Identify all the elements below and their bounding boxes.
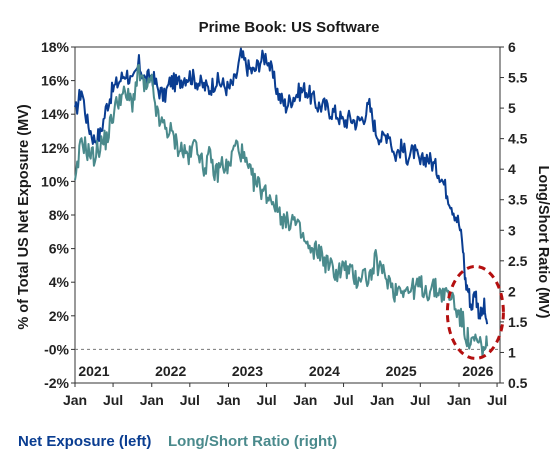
x-year-label: 2022 [155,363,186,379]
left-tick-label: 16% [41,73,70,89]
right-tick-label: 2.5 [508,253,528,269]
x-month-label: Jul [487,392,507,408]
x-year-label: 2023 [232,363,263,379]
left-tick-label: 6% [49,241,70,257]
x-month-label: Jul [410,392,430,408]
legend-net-exposure: Net Exposure (left) [18,433,151,450]
right-axis-ticks: 0.5 1 1.5 2 2.5 3 3.5 4 4.5 5 5.5 6 [500,39,528,391]
left-axis-title: % of Total US Net Exposure (MV) [16,104,32,329]
x-year-label: 2025 [386,363,417,379]
annotation-ellipse [445,264,505,360]
x-month-label: Jul [256,392,276,408]
x-month-label: Jan [216,392,240,408]
left-tick-label: 8% [49,207,70,223]
long-short-ratio-line [74,63,489,358]
legend-long-short-ratio: Long/Short Ratio (right) [168,433,337,450]
net-exposure-line [74,47,489,325]
left-tick-label: 10% [41,173,70,189]
right-tick-label: 5.5 [508,70,528,86]
left-tick-label: 2% [49,308,70,324]
chart-title: Prime Book: US Software [199,19,380,36]
left-tick-label: 14% [41,106,70,122]
x-year-label: 2021 [78,363,109,379]
x-year-label: 2026 [462,363,493,379]
left-tick-label: -2% [44,375,69,391]
x-month-label: Jan [293,392,317,408]
x-axis-ticks: Jan Jul Jan Jul Jan Jul Jan Jul Jan Jul Jan Jul 2021… [63,363,507,408]
right-tick-label: 6 [508,39,516,55]
right-tick-label: 1 [508,344,516,360]
right-axis-title: Long/Short Ratio (MV) [535,165,551,318]
left-tick-label: 4% [49,274,70,290]
right-tick-label: 4.5 [508,131,528,147]
right-tick-label: 2 [508,283,516,299]
right-tick-label: 3.5 [508,192,528,208]
x-month-label: Jan [140,392,164,408]
left-tick-label: 18% [41,39,70,55]
series-lines [74,47,489,358]
right-tick-label: 1.5 [508,314,528,330]
left-tick-label: 12% [41,140,70,156]
right-tick-label: 0.5 [508,375,528,391]
right-tick-label: 4 [508,161,516,177]
right-tick-label: 3 [508,222,516,238]
right-tick-label: 5 [508,100,516,116]
x-month-label: Jul [333,392,353,408]
highlight-ellipse [445,264,505,360]
x-year-label: 2024 [309,363,340,379]
x-month-label: Jan [63,392,87,408]
x-month-label: Jan [447,392,471,408]
left-axis-ticks: -2% -0% 2% 4% 6% 8% 10% 12% 14% 16% 18% [41,39,75,391]
x-month-label: Jul [103,392,123,408]
left-tick-label: -0% [44,341,69,357]
x-month-label: Jan [370,392,394,408]
x-month-label: Jul [180,392,200,408]
